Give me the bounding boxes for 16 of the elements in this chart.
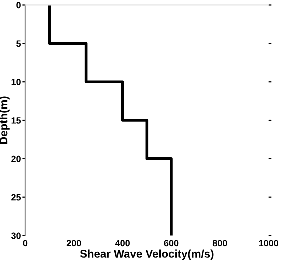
line-series (48, 5, 173, 236)
y-tick-label: 15 (12, 118, 22, 124)
x-axis-title: Shear Wave Velocity(m/s) (80, 250, 214, 260)
y-tick-label: 25 (12, 194, 22, 201)
y-tick-label: 5 (16, 40, 22, 48)
x-tick-label: 400 (115, 240, 130, 247)
x-tick-label: 800 (212, 240, 228, 247)
x-tick-label: 600 (164, 240, 179, 247)
y-tick-label: 30 (11, 232, 21, 240)
y-tick-label: 20 (12, 156, 21, 162)
x-tick-label: 1000 (259, 240, 279, 247)
x-tick-label: 0 (23, 240, 28, 247)
x-tick-label: 200 (66, 240, 82, 247)
y-tick-label: 0 (16, 2, 21, 9)
y-tick-label: 10 (12, 79, 21, 86)
y-axis-title: Depth(m) (0, 96, 10, 144)
